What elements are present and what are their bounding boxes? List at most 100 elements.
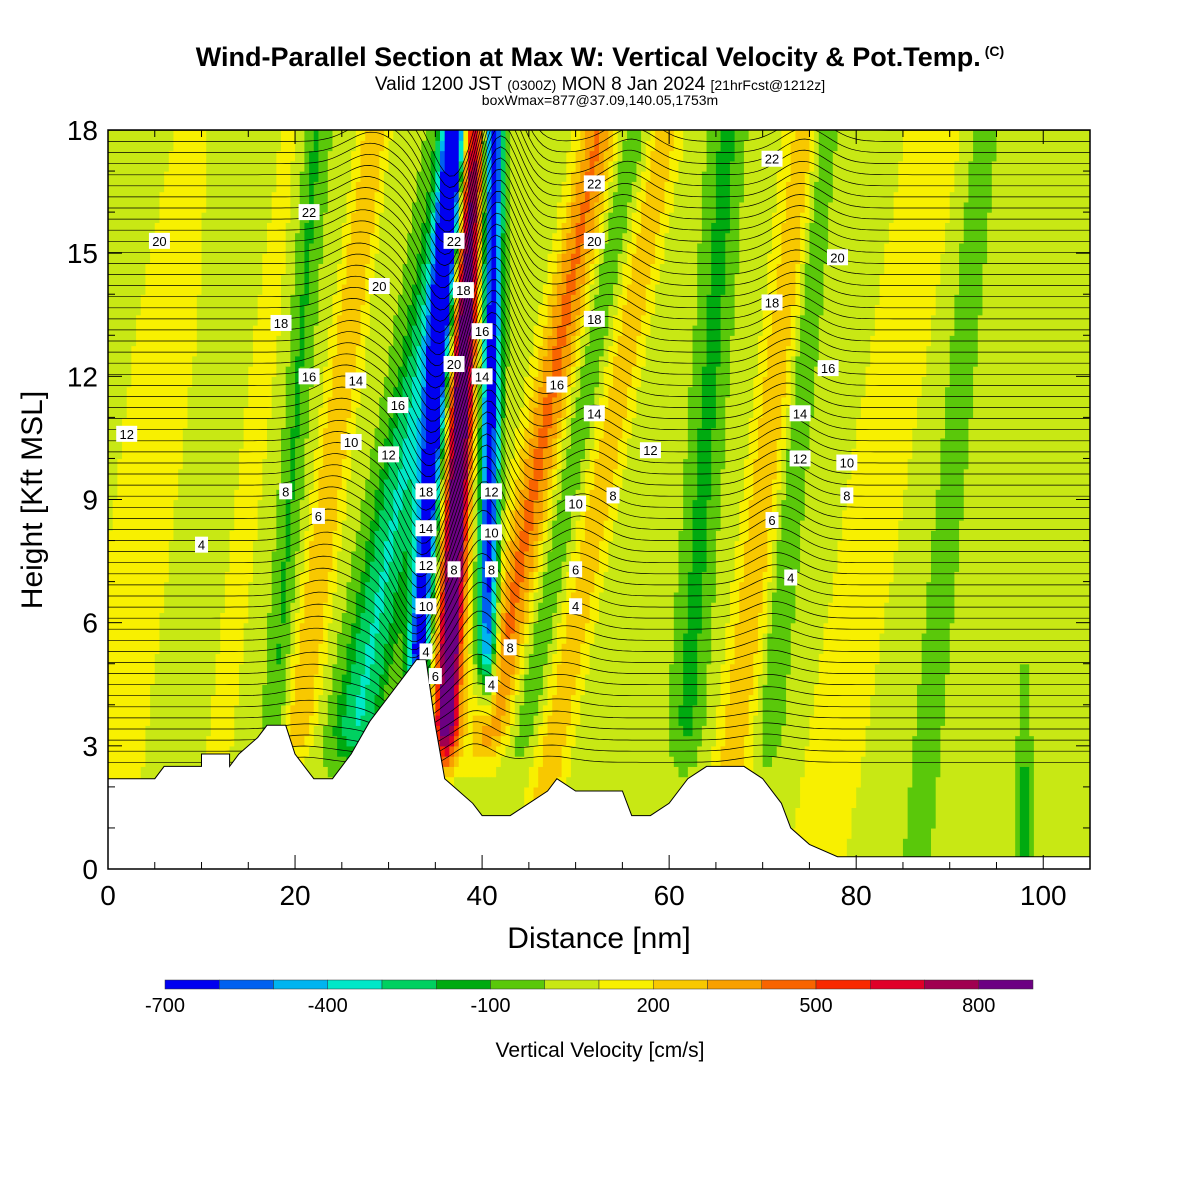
velocity-cell (921, 376, 927, 634)
velocity-cell (346, 191, 352, 244)
velocity-cell (580, 458, 586, 501)
velocity-cell (379, 612, 385, 675)
velocity-cell (907, 130, 913, 460)
velocity-cell (323, 602, 329, 665)
velocity-cell (388, 417, 394, 460)
velocity-cell (486, 191, 493, 306)
velocity-cell (533, 376, 539, 408)
velocity-cell (772, 591, 778, 757)
velocity-cell (1066, 130, 1072, 869)
velocity-cell (912, 130, 918, 429)
velocity-cell (472, 386, 479, 429)
velocity-cell (599, 540, 605, 593)
velocity-cell (687, 571, 694, 737)
velocity-cell (262, 130, 268, 254)
velocity-cell (524, 458, 530, 501)
velocity-cell (814, 181, 820, 367)
velocity-cell (402, 437, 408, 490)
velocity-cell (575, 520, 581, 562)
velocity-cell (538, 345, 544, 388)
theta-contour-line (108, 411, 1090, 556)
velocity-cell (407, 355, 413, 408)
velocity-cell (748, 499, 754, 696)
velocity-cell (767, 335, 773, 521)
theta-label-text: 10 (484, 525, 498, 540)
velocity-cell (500, 612, 507, 716)
velocity-cell (276, 130, 282, 152)
theta-label-text: 12 (419, 558, 433, 573)
velocity-cell (276, 335, 282, 490)
velocity-cell (561, 561, 567, 603)
colorbar-swatch (707, 979, 762, 990)
velocity-cell (617, 130, 623, 162)
velocity-cell (697, 632, 703, 747)
velocity-cell (351, 130, 357, 152)
velocity-cell (547, 715, 553, 829)
velocity-cell (973, 130, 979, 367)
velocity-cell (425, 314, 432, 347)
velocity-cell (182, 427, 189, 869)
velocity-cell (360, 612, 366, 675)
velocity-cell (645, 140, 652, 182)
velocity-cell (814, 130, 820, 182)
velocity-cell (898, 520, 904, 869)
theta-label: 12 (480, 483, 502, 500)
velocity-cell (257, 499, 263, 869)
valid-time-jst: Valid 1200 JST (374, 74, 502, 95)
velocity-cell (556, 622, 563, 665)
velocity-cell (584, 253, 591, 285)
velocity-cell (304, 530, 310, 583)
theta-label-text: 22 (587, 176, 601, 191)
velocity-cell (449, 766, 455, 778)
velocity-cell (224, 130, 231, 572)
velocity-cell (496, 571, 502, 603)
velocity-cell (425, 130, 432, 193)
velocity-cell (931, 827, 937, 869)
velocity-cell (828, 201, 834, 603)
velocity-cell (823, 130, 829, 265)
theta-contour-line (108, 157, 1090, 300)
velocity-cell (641, 130, 647, 172)
velocity-cell (935, 776, 941, 869)
velocity-cell (542, 663, 549, 706)
velocity-cell (580, 130, 586, 162)
velocity-cell (528, 766, 535, 819)
colorbar-swatch (598, 979, 654, 990)
velocity-cell (360, 715, 366, 737)
velocity-cell (355, 725, 362, 747)
theta-contour-line (108, 301, 1090, 445)
velocity-cell (1001, 130, 1007, 869)
velocity-cell (440, 171, 446, 388)
theta-label-text: 14 (349, 373, 363, 388)
velocity-cell (220, 130, 226, 614)
velocity-cell (365, 263, 371, 336)
velocity-cell (683, 735, 689, 778)
velocity-cell (112, 499, 118, 869)
velocity-cell (781, 499, 787, 726)
velocity-cell (379, 571, 385, 614)
velocity-cell (837, 130, 843, 542)
theta-label-text: 22 (447, 234, 461, 249)
velocity-cell (584, 622, 591, 675)
velocity-cell (229, 130, 235, 531)
velocity-cell (996, 130, 1002, 869)
theta-label-text: 4 (422, 644, 429, 659)
velocity-cell (290, 294, 296, 429)
velocity-cell (505, 643, 511, 696)
velocity-cell (477, 366, 483, 429)
theta-label: 8 (279, 483, 293, 500)
velocity-cell (397, 571, 404, 634)
velocity-cell (556, 325, 563, 377)
velocity-cell (266, 417, 273, 614)
x-axis-label: Distance [nm] (507, 922, 690, 955)
velocity-cell (341, 612, 348, 675)
velocity-cell (449, 304, 455, 326)
colorbar-label: Vertical Velocity [cm/s] (496, 1039, 705, 1062)
velocity-cell (594, 417, 600, 460)
velocity-cell (337, 632, 343, 696)
velocity-cell (374, 489, 380, 531)
velocity-cell (440, 684, 446, 737)
velocity-cell (608, 212, 614, 306)
velocity-cell (435, 499, 441, 521)
velocity-cell (542, 540, 549, 572)
